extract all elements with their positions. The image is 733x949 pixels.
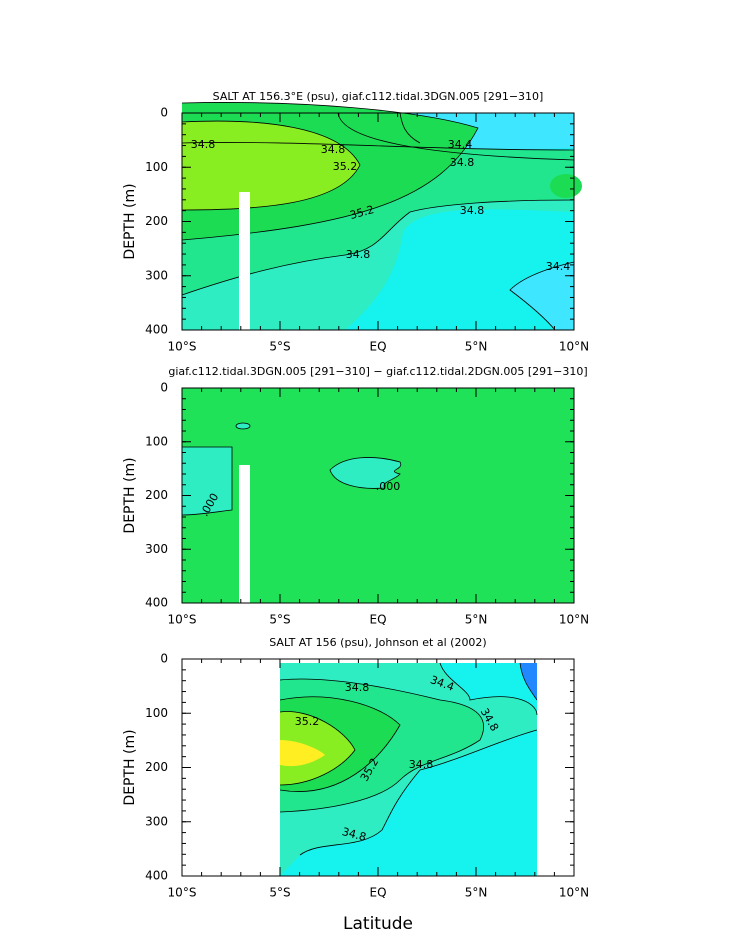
x-tick-label: EQ xyxy=(369,340,386,354)
contour-label: 35.2 xyxy=(333,160,358,173)
contour-label: 34.8 xyxy=(346,248,371,261)
x-tick-label: EQ xyxy=(369,613,386,627)
contour-label: 35.2 xyxy=(295,715,320,728)
x-tick-label: 5°N xyxy=(465,886,488,900)
x-tick-label: EQ xyxy=(369,886,386,900)
x-tick-label: 5°S xyxy=(269,613,290,627)
y-tick-label: 0 xyxy=(160,652,168,666)
x-axis-label: Latitude xyxy=(343,914,413,934)
contour-label: 34.8 xyxy=(409,758,434,771)
x-tick-label: 10°N xyxy=(559,340,589,354)
x-tick-label: 10°N xyxy=(559,886,589,900)
y-tick-label: 100 xyxy=(145,434,168,448)
y-tick-label: 0 xyxy=(160,381,168,395)
y-tick-label: 100 xyxy=(145,706,168,720)
x-tick-label: 10°N xyxy=(559,613,589,627)
x-tick-label: 10°S xyxy=(168,613,197,627)
x-tick-label: 5°N xyxy=(465,340,488,354)
contour-label: 34.4 xyxy=(448,138,473,151)
y-tick-label: 200 xyxy=(145,214,168,228)
x-tick-label: 10°S xyxy=(168,886,197,900)
y-tick-label: 300 xyxy=(145,814,168,828)
y-tick-label: 100 xyxy=(145,160,168,174)
y-tick-label: 200 xyxy=(145,760,168,774)
y-tick-label: 400 xyxy=(145,596,168,610)
contour-fill xyxy=(181,388,574,603)
contour-label: 34.8 xyxy=(450,156,475,169)
contour-fill xyxy=(181,102,582,331)
x-tick-label: 5°S xyxy=(269,886,290,900)
chart-title: giaf.c112.tidal.3DGN.005 [291−310] − gia… xyxy=(168,365,587,378)
contour-label: 34.8 xyxy=(191,138,216,151)
chart-title: SALT AT 156.3°E (psu), giaf.c112.tidal.3… xyxy=(213,90,544,103)
contour-label: 34.8 xyxy=(341,825,368,844)
y-tick-label: 0 xyxy=(160,106,168,120)
contour-label: 34.8 xyxy=(460,204,485,217)
y-tick-label: 400 xyxy=(145,323,168,337)
contour-label: 35.2 xyxy=(348,203,375,222)
x-tick-label: 10°S xyxy=(168,340,197,354)
y-tick-label: 200 xyxy=(145,488,168,502)
y-tick-label: 400 xyxy=(145,869,168,883)
chart-title: SALT AT 156 (psu), Johnson et al (2002) xyxy=(269,636,486,649)
contour-fill xyxy=(279,662,538,876)
y-tick-label: 300 xyxy=(145,268,168,282)
y-axis-label: DEPTH (m) xyxy=(122,729,138,805)
x-tick-label: 5°S xyxy=(269,340,290,354)
y-axis-label: DEPTH (m) xyxy=(122,183,138,259)
x-tick-label: 5°N xyxy=(465,613,488,627)
contour-label: 34.8 xyxy=(345,681,370,694)
contour-label: 34.8 xyxy=(321,143,346,156)
contour-label: 34.4 xyxy=(546,260,571,273)
y-axis-label: DEPTH (m) xyxy=(122,457,138,533)
contour-label: .000 xyxy=(376,480,401,493)
y-tick-label: 300 xyxy=(145,542,168,556)
